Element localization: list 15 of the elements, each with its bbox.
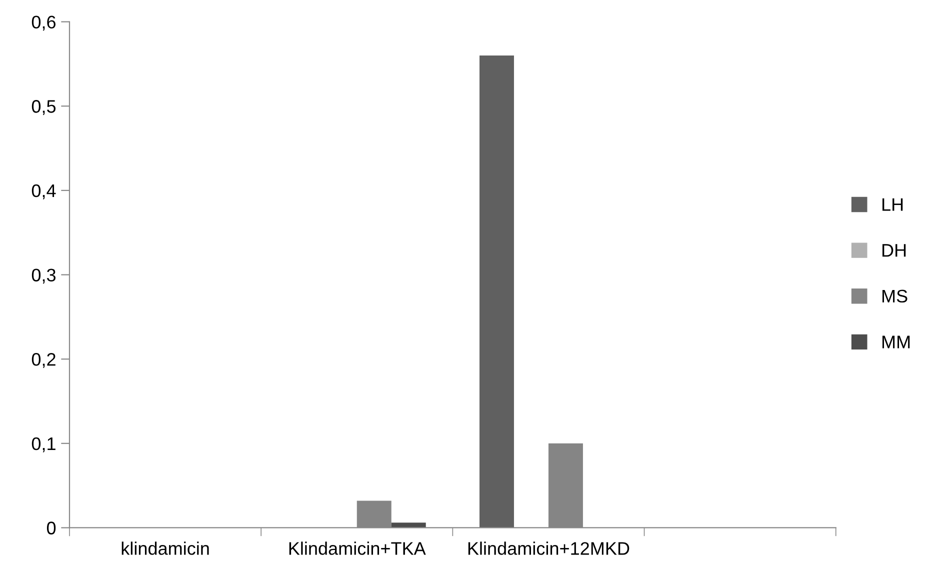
y-tick-label: 0,2	[32, 353, 56, 368]
x-tick-label: Klindamicin+TKA	[289, 542, 426, 555]
y-tick-label: 0,4	[32, 184, 56, 200]
bar	[480, 56, 514, 528]
y-tick-label: 0	[46, 522, 56, 534]
legend-label: LH	[882, 198, 903, 211]
x-tick-label: Klindamicin+12MKD	[468, 542, 630, 555]
y-tick-label: 0,6	[32, 16, 56, 31]
y-tick-label: 0,3	[32, 268, 56, 284]
y-tick-label: 0,5	[32, 100, 56, 115]
legend-label: MS	[882, 290, 908, 303]
legend-label: DH	[882, 244, 906, 257]
x-tick-label: klindamicin	[122, 542, 209, 555]
legend-label: MM	[882, 336, 910, 348]
y-tick-label: 0,1	[32, 437, 56, 452]
